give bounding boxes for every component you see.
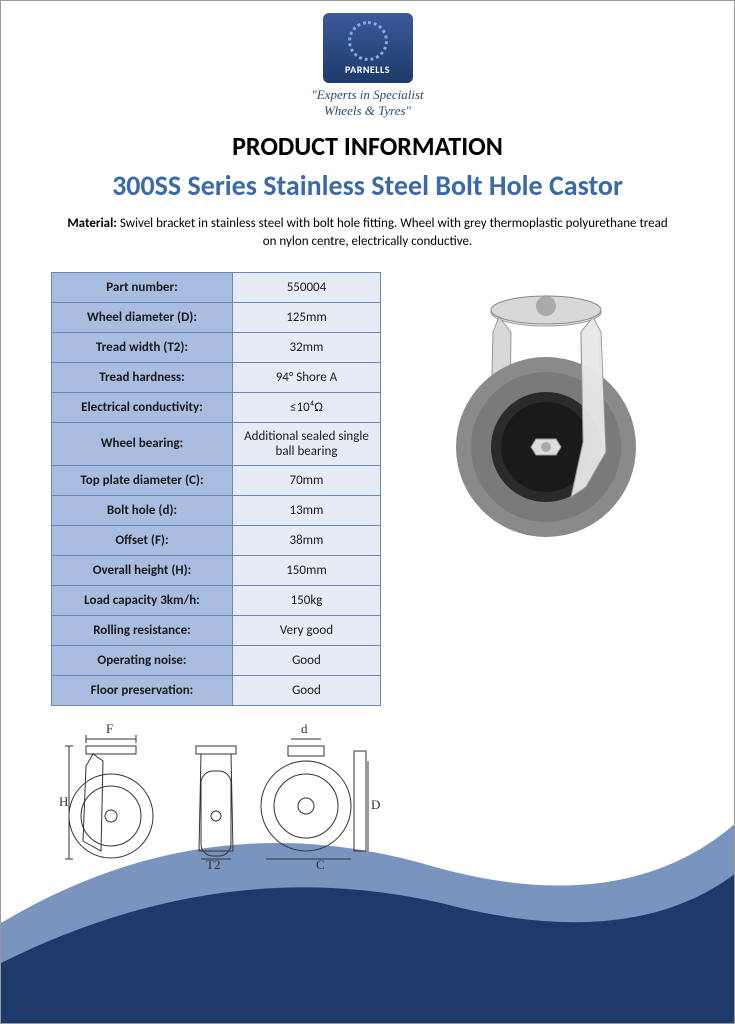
material-description: Material: Swivel bracket in stainless st… xyxy=(61,215,674,251)
technical-diagrams: F H T2 xyxy=(51,721,684,876)
spec-row: Load capacity 3km/h:150kg xyxy=(52,585,381,615)
brand-header: PARNELLS "Experts in Specialist Wheels &… xyxy=(1,1,734,118)
dim-label-d: d xyxy=(301,721,308,736)
spec-value: Very good xyxy=(232,615,380,645)
material-label: Material: xyxy=(67,216,117,231)
tagline-line-1: "Experts in Specialist xyxy=(1,87,734,103)
brand-name: PARNELLS xyxy=(345,63,390,76)
spec-row: Wheel bearing:Additional sealed single b… xyxy=(52,422,381,465)
logo-graphic xyxy=(348,21,388,61)
spec-label: Load capacity 3km/h: xyxy=(52,585,233,615)
spec-row: Tread width (T2):32mm xyxy=(52,332,381,362)
spec-label: Operating noise: xyxy=(52,645,233,675)
spec-value: 150mm xyxy=(232,555,380,585)
spec-label: Overall height (H): xyxy=(52,555,233,585)
spec-value: 150kg xyxy=(232,585,380,615)
spec-row: Electrical conductivity:≤10⁴Ω xyxy=(52,392,381,422)
spec-value: 550004 xyxy=(232,272,380,302)
spec-value: Good xyxy=(232,645,380,675)
spec-row: Wheel diameter (D):125mm xyxy=(52,302,381,332)
dim-label-D: D xyxy=(371,797,380,812)
spec-value: 13mm xyxy=(232,495,380,525)
spec-label: Offset (F): xyxy=(52,525,233,555)
spec-label: Wheel diameter (D): xyxy=(52,302,233,332)
castor-illustration xyxy=(421,272,651,552)
spec-row: Overall height (H):150mm xyxy=(52,555,381,585)
spec-value: Good xyxy=(232,675,380,705)
spec-label: Tread width (T2): xyxy=(52,332,233,362)
spec-table: Part number:550004Wheel diameter (D):125… xyxy=(51,272,381,706)
spec-label: Floor preservation: xyxy=(52,675,233,705)
brand-logo: PARNELLS xyxy=(323,13,413,83)
dim-label-h: H xyxy=(59,794,68,809)
spec-row: Offset (F):38mm xyxy=(52,525,381,555)
spec-label: Wheel bearing: xyxy=(52,422,233,465)
spec-label: Bolt hole (d): xyxy=(52,495,233,525)
spec-row: Tread hardness:94° Shore A xyxy=(52,362,381,392)
spec-row: Rolling resistance:Very good xyxy=(52,615,381,645)
dim-label-f: F xyxy=(106,721,113,736)
spec-value: 70mm xyxy=(232,465,380,495)
spec-value: ≤10⁴Ω xyxy=(232,392,380,422)
page-supertitle: PRODUCT INFORMATION xyxy=(1,130,734,162)
spec-value: 32mm xyxy=(232,332,380,362)
spec-value: 125mm xyxy=(232,302,380,332)
spec-label: Part number: xyxy=(52,272,233,302)
spec-label: Electrical conductivity: xyxy=(52,392,233,422)
spec-row: Floor preservation:Good xyxy=(52,675,381,705)
spec-label: Tread hardness: xyxy=(52,362,233,392)
material-text: Swivel bracket in stainless steel with b… xyxy=(120,216,668,249)
spec-value: 94° Shore A xyxy=(232,362,380,392)
spec-row: Part number:550004 xyxy=(52,272,381,302)
tagline-line-2: Wheels & Tyres" xyxy=(1,103,734,119)
spec-value: Additional sealed single ball bearing xyxy=(232,422,380,465)
page-title: 300SS Series Stainless Steel Bolt Hole C… xyxy=(1,168,734,203)
spec-label: Top plate diameter (C): xyxy=(52,465,233,495)
product-image xyxy=(421,272,651,557)
spec-label: Rolling resistance: xyxy=(52,615,233,645)
title-block: PRODUCT INFORMATION 300SS Series Stainle… xyxy=(1,130,734,203)
brand-tagline: "Experts in Specialist Wheels & Tyres" xyxy=(1,87,734,118)
dimension-drawings: F H T2 xyxy=(51,721,381,871)
spec-row: Bolt hole (d):13mm xyxy=(52,495,381,525)
spec-value: 38mm xyxy=(232,525,380,555)
spec-row: Operating noise:Good xyxy=(52,645,381,675)
spec-row: Top plate diameter (C):70mm xyxy=(52,465,381,495)
